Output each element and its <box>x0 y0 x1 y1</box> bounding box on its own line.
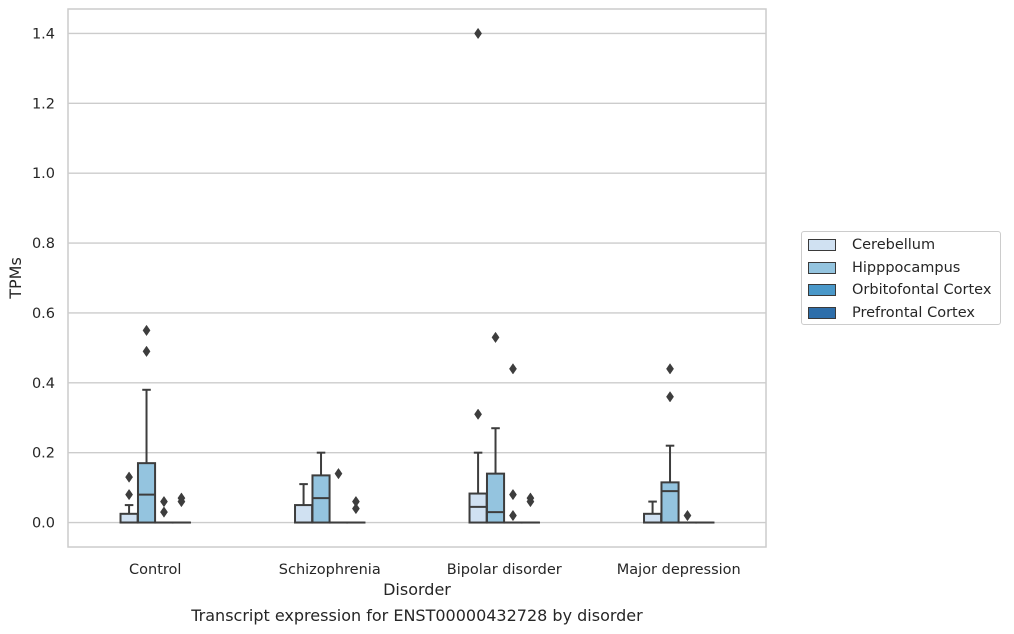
outlier-point <box>125 471 133 483</box>
box-group <box>503 363 523 524</box>
outlier-point <box>474 408 482 420</box>
outlier-point <box>352 495 360 508</box>
x-tick-label: Bipolar disorder <box>447 562 562 578</box>
outlier-point <box>509 363 517 375</box>
outlier-point <box>509 488 517 501</box>
y-tick-label: 0.4 <box>32 376 55 392</box>
legend-item-orbitofrontal-cortex: Orbitofontal Cortex <box>808 280 991 300</box>
x-tick-label: Schizophrenia <box>279 562 381 578</box>
outlier-point <box>142 345 151 358</box>
legend-item-cerebellum: Cerebellum <box>808 235 935 255</box>
legend-swatch-prefrontal-cortex <box>808 307 836 319</box>
box-group <box>328 467 349 524</box>
x-tick-label: Major depression <box>617 562 741 578</box>
legend-swatch-orbitofrontal-cortex <box>808 284 836 296</box>
boxes <box>119 27 715 524</box>
box-group <box>119 471 139 524</box>
y-tick-label: 0.6 <box>32 306 55 322</box>
outlier-point <box>509 509 517 522</box>
outlier-point <box>160 495 168 508</box>
box-group <box>311 451 331 524</box>
outlier-point <box>683 509 692 522</box>
y-axis-label: TPMs <box>6 257 25 300</box>
outlier-point <box>160 506 168 518</box>
box-group <box>171 492 191 524</box>
y-tick-label: 0.2 <box>32 446 55 462</box>
outlier-point <box>125 488 133 501</box>
box-group <box>660 363 680 524</box>
box-group <box>643 500 663 524</box>
box-body <box>468 492 488 524</box>
legend-label-orbitofrontal-cortex: Orbitofontal Cortex <box>852 282 992 298</box>
outlier-point <box>526 492 535 504</box>
outlier-point <box>666 391 674 403</box>
box-group <box>346 495 366 524</box>
y-tick-labels: 0.0 0.2 0.4 0.6 0.8 1.0 1.2 1.4 <box>32 26 55 531</box>
box-body <box>643 512 663 524</box>
box-group <box>136 324 157 524</box>
box-group <box>485 331 506 524</box>
grid-lines <box>68 32 766 524</box>
outlier-point <box>177 492 186 504</box>
box-group <box>677 509 698 524</box>
x-tick-labels: Control Schizophrenia Bipolar disorder Majo… <box>129 562 741 578</box>
box-group <box>294 483 314 524</box>
x-axis-label: Disorder <box>383 580 451 599</box>
outlier-point <box>352 502 360 515</box>
y-tick-label: 0.8 <box>32 236 55 252</box>
box-body <box>136 462 157 524</box>
box-group <box>468 27 488 524</box>
outlier-point <box>474 27 482 40</box>
box-body <box>485 472 506 524</box>
legend-label-prefrontal-cortex: Prefrontal Cortex <box>852 305 975 321</box>
plot-area-frame <box>67 8 767 548</box>
chart-caption: Transcript expression for ENST0000043272… <box>191 606 643 625</box>
legend-label-hippocampus: Hipppocampus <box>852 260 961 276</box>
legend-swatch-cerebellum <box>808 239 836 251</box>
outlier-point <box>491 331 500 344</box>
box-body <box>119 512 139 524</box>
box-body <box>294 504 314 524</box>
box-group <box>520 492 540 524</box>
y-tick-label: 0.0 <box>32 516 55 532</box>
y-tick-label: 1.4 <box>32 26 55 42</box>
legend-label-cerebellum: Cerebellum <box>852 237 936 253</box>
box-body <box>660 481 680 524</box>
outlier-point <box>666 363 674 375</box>
box-group <box>154 495 174 524</box>
legend-item-prefrontal-cortex: Prefrontal Cortex <box>808 303 975 323</box>
outlier-point <box>142 324 151 337</box>
legend-item-hippocampus: Hipppocampus <box>808 258 960 278</box>
y-tick-label: 1.0 <box>32 166 55 182</box>
y-tick-label: 1.2 <box>32 96 55 112</box>
outlier-point <box>334 467 343 480</box>
x-tick-label: Control <box>129 562 181 578</box>
legend-swatch-hippocampus <box>808 262 836 274</box>
legend: Cerebellum Hipppocampus Orbitofontal Cor… <box>801 231 1001 325</box>
